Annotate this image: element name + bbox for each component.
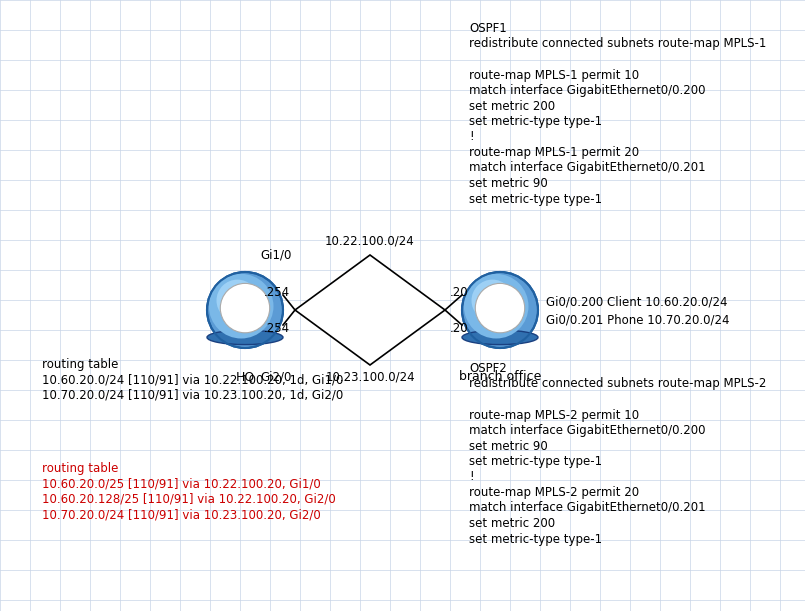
Text: set metric 200: set metric 200 <box>469 100 555 112</box>
Text: 10.60.20.0/24 [110/91] via 10.22.100.20, 1d, Gi1/0: 10.60.20.0/24 [110/91] via 10.22.100.20,… <box>42 373 344 387</box>
Text: Gi0/0.201 Phone 10.70.20.0/24: Gi0/0.201 Phone 10.70.20.0/24 <box>546 313 729 326</box>
Text: 10.60.20.128/25 [110/91] via 10.22.100.20, Gi2/0: 10.60.20.128/25 [110/91] via 10.22.100.2… <box>42 493 336 506</box>
Text: 10.23.100.0/24: 10.23.100.0/24 <box>325 371 415 384</box>
Text: .254: .254 <box>264 285 290 299</box>
Text: set metric-type type-1: set metric-type type-1 <box>469 455 602 468</box>
Text: redistribute connected subnets route-map MPLS-1: redistribute connected subnets route-map… <box>469 37 766 51</box>
Text: 10.70.20.0/24 [110/91] via 10.23.100.20, 1d, Gi2/0: 10.70.20.0/24 [110/91] via 10.23.100.20,… <box>42 389 343 402</box>
Text: set metric-type type-1: set metric-type type-1 <box>469 192 602 205</box>
Text: !: ! <box>469 131 473 144</box>
Circle shape <box>217 280 258 321</box>
Text: OSPF2: OSPF2 <box>469 362 507 375</box>
Text: route-map MPLS-1 permit 10: route-map MPLS-1 permit 10 <box>469 68 639 81</box>
Text: routing table: routing table <box>42 462 118 475</box>
Text: set metric 200: set metric 200 <box>469 517 555 530</box>
Text: set metric 90: set metric 90 <box>469 439 547 453</box>
Text: set metric-type type-1: set metric-type type-1 <box>469 533 602 546</box>
Text: redistribute connected subnets route-map MPLS-2: redistribute connected subnets route-map… <box>469 378 766 390</box>
Text: match interface GigabitEthernet0/0.200: match interface GigabitEthernet0/0.200 <box>469 424 705 437</box>
Text: 10.60.20.0/25 [110/91] via 10.22.100.20, Gi1/0: 10.60.20.0/25 [110/91] via 10.22.100.20,… <box>42 478 320 491</box>
Text: route-map MPLS-1 permit 20: route-map MPLS-1 permit 20 <box>469 146 639 159</box>
Ellipse shape <box>207 330 283 345</box>
Circle shape <box>472 280 514 321</box>
Circle shape <box>462 272 538 348</box>
Text: Gi0/0.200 Client 10.60.20.0/24: Gi0/0.200 Client 10.60.20.0/24 <box>546 296 728 309</box>
Text: set metric 90: set metric 90 <box>469 177 547 190</box>
Circle shape <box>221 284 270 333</box>
Circle shape <box>207 272 283 348</box>
Text: routing table: routing table <box>42 358 118 371</box>
Text: route-map MPLS-2 permit 10: route-map MPLS-2 permit 10 <box>469 409 639 422</box>
Ellipse shape <box>462 330 538 345</box>
Text: route-map MPLS-2 permit 20: route-map MPLS-2 permit 20 <box>469 486 639 499</box>
Text: Gi1/0: Gi1/0 <box>260 249 291 262</box>
Text: .20: .20 <box>450 321 469 334</box>
Text: 10.70.20.0/24 [110/91] via 10.23.100.20, Gi2/0: 10.70.20.0/24 [110/91] via 10.23.100.20,… <box>42 508 320 522</box>
Text: .20: .20 <box>450 285 469 299</box>
Text: match interface GigabitEthernet0/0.201: match interface GigabitEthernet0/0.201 <box>469 161 706 175</box>
Text: set metric-type type-1: set metric-type type-1 <box>469 115 602 128</box>
Text: branch office: branch office <box>459 370 541 383</box>
Text: .254: .254 <box>264 321 290 334</box>
Circle shape <box>464 274 529 338</box>
Text: Gi2/0: Gi2/0 <box>260 370 291 383</box>
Polygon shape <box>295 255 445 365</box>
Circle shape <box>209 274 274 338</box>
Text: OSPF1: OSPF1 <box>469 22 507 35</box>
Text: match interface GigabitEthernet0/0.200: match interface GigabitEthernet0/0.200 <box>469 84 705 97</box>
Text: match interface GigabitEthernet0/0.201: match interface GigabitEthernet0/0.201 <box>469 502 706 514</box>
Text: !: ! <box>469 470 473 483</box>
Text: HQ: HQ <box>235 370 254 383</box>
Circle shape <box>475 284 525 333</box>
Text: 10.22.100.0/24: 10.22.100.0/24 <box>325 234 415 247</box>
